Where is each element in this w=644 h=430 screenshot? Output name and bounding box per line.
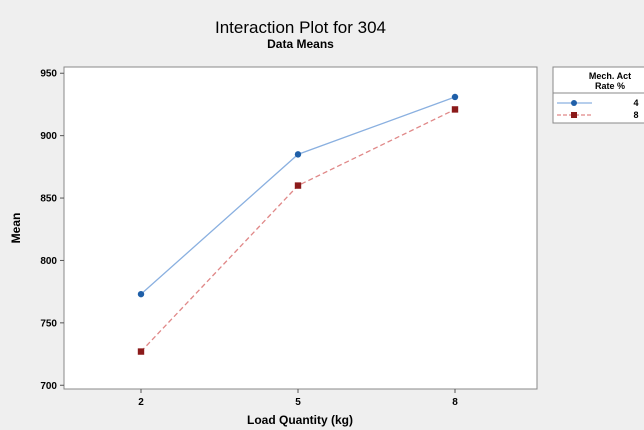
legend-box: [552, 66, 644, 124]
x-axis: 2 5 8: [138, 389, 458, 408]
legend-label-8: 8: [633, 110, 638, 120]
y-tick-label: 750: [40, 318, 57, 329]
data-point-series-8: [294, 182, 302, 189]
data-point-series-8: [451, 106, 459, 113]
y-axis: 700 750 800 850 900 950: [40, 69, 64, 392]
chart-subtitle: Data Means: [267, 37, 334, 51]
y-tick-label: 950: [40, 69, 57, 80]
y-axis-label: Mean: [9, 213, 23, 244]
x-tick-label: 2: [138, 397, 144, 408]
plot-area: [63, 66, 538, 390]
legend-title-line-2: Rate %: [595, 81, 625, 91]
y-tick-label: 900: [40, 131, 57, 142]
y-tick-label: 850: [40, 194, 57, 205]
legend-marker-4: [571, 100, 577, 106]
x-tick-label: 5: [295, 397, 301, 408]
x-tick-label: 8: [452, 397, 458, 408]
data-point-series-4: [137, 290, 145, 298]
legend-marker-8: [571, 112, 577, 118]
legend-title-line-1: Mech. Act: [589, 71, 631, 81]
y-tick-label: 700: [40, 381, 57, 392]
chart-title: Interaction Plot for 304: [214, 18, 387, 37]
x-axis-label: Load Quantity (kg): [247, 413, 353, 427]
legend: Mech. Act Rate % 4 8: [552, 66, 644, 124]
data-point-series-4: [451, 93, 459, 101]
data-point-series-4: [294, 151, 302, 158]
series-group: [137, 93, 459, 355]
legend-label-4: 4: [633, 98, 638, 108]
y-tick-label: 800: [40, 256, 57, 267]
data-point-series-8: [137, 348, 145, 355]
